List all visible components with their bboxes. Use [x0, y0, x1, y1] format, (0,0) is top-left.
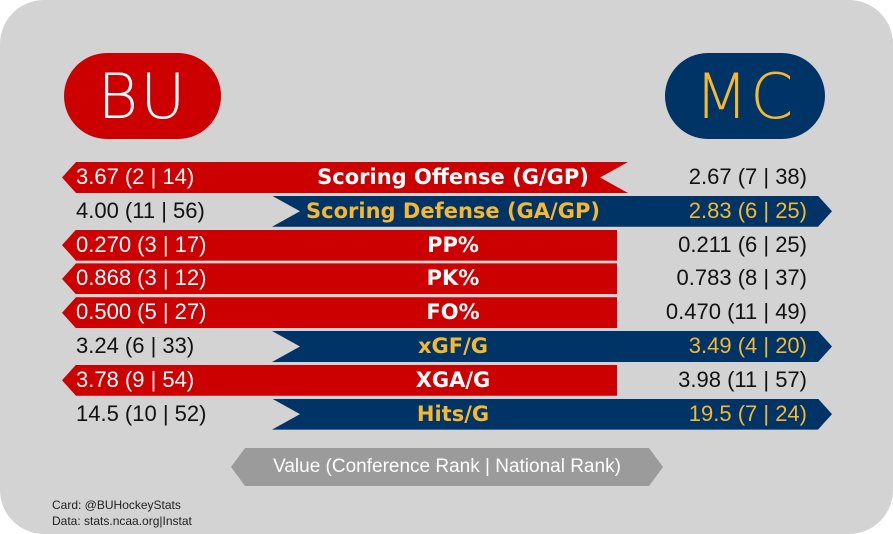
stat-band	[62, 162, 628, 193]
stat-label: XGA/G	[415, 367, 491, 392]
home-stat-value: 0.500 (5 | 27)	[76, 299, 207, 325]
away-team-abbr: MC	[694, 59, 796, 133]
stat-row: 0.500 (5 | 27) FO% 0.470 (11 | 49)	[0, 295, 893, 329]
stat-row: 4.00 (11 | 56) Scoring Defense (GA/GP) 2.8…	[0, 194, 893, 228]
stat-label: FO%	[426, 300, 480, 325]
away-stat-value: 2.67 (7 | 38)	[688, 164, 807, 189]
stat-row: 0.270 (3 | 17) PP% 0.211 (6 | 25)	[0, 228, 893, 262]
stat-label: Hits/G	[416, 401, 490, 426]
stat-label: xGF/G	[417, 334, 489, 358]
stat-label: Scoring Offense (G/GP)	[317, 165, 589, 189]
stat-band	[272, 196, 832, 227]
stat-row: 14.5 (10 | 52) Hits/G 19.5 (7 | 24)	[0, 397, 893, 431]
away-stat-value: 2.83 (6 | 25)	[688, 197, 807, 223]
home-stat-value: 3.67 (2 | 14)	[76, 164, 195, 189]
home-stat-value: 0.270 (3 | 17)	[76, 231, 207, 257]
stat-row: 0.868 (3 | 12) PK% 0.783 (8 | 37)	[0, 261, 893, 295]
legend-badge: Value (Conference Rank | National Rank)	[231, 448, 663, 486]
home-stat-value: 4.00 (11 | 56)	[76, 197, 205, 223]
legend-text: Value (Conference Rank | National Rank)	[273, 456, 621, 477]
away-stat-value: 3.49 (4 | 20)	[688, 333, 807, 358]
stat-band	[272, 399, 832, 430]
away-team-badge: MC	[665, 53, 825, 139]
card-credit: Card: @BUHockeyStats	[52, 498, 181, 512]
stat-band	[62, 297, 617, 329]
away-stat-value: 3.98 (11 | 57)	[678, 366, 807, 392]
home-stat-value: 0.868 (3 | 12)	[76, 265, 207, 291]
away-stat-value: 0.470 (11 | 49)	[665, 299, 807, 325]
home-team-abbr: BU	[97, 59, 188, 133]
home-stat-value: 3.24 (6 | 33)	[76, 333, 195, 358]
stat-band	[62, 263, 617, 295]
stat-band	[62, 364, 617, 396]
data-credit: Data: stats.ncaa.org|Instat	[52, 514, 192, 528]
credits: Card: @BUHockeyStats Data: stats.ncaa.or…	[52, 497, 192, 529]
stat-row: 3.67 (2 | 14) Scoring Offense (G/GP) 2.67 …	[0, 160, 893, 194]
home-stat-value: 14.5 (10 | 52)	[76, 400, 207, 426]
home-stat-value: 3.78 (9 | 54)	[76, 366, 195, 392]
stat-row: 3.78 (9 | 54) XGA/G 3.98 (11 | 57)	[0, 363, 893, 397]
stat-label: Scoring Defense (GA/GP)	[306, 198, 600, 223]
stat-band	[272, 331, 832, 362]
stat-band	[62, 229, 617, 261]
stat-label: PP%	[427, 232, 479, 257]
stat-label: PK%	[426, 266, 480, 291]
away-stat-value: 0.783 (8 | 37)	[676, 265, 807, 291]
stat-row: 3.24 (6 | 33) xGF/G 3.49 (4 | 20)	[0, 329, 893, 363]
away-stat-value: 19.5 (7 | 24)	[688, 400, 807, 426]
home-team-badge: BU	[64, 53, 221, 139]
away-stat-value: 0.211 (6 | 25)	[678, 231, 807, 257]
